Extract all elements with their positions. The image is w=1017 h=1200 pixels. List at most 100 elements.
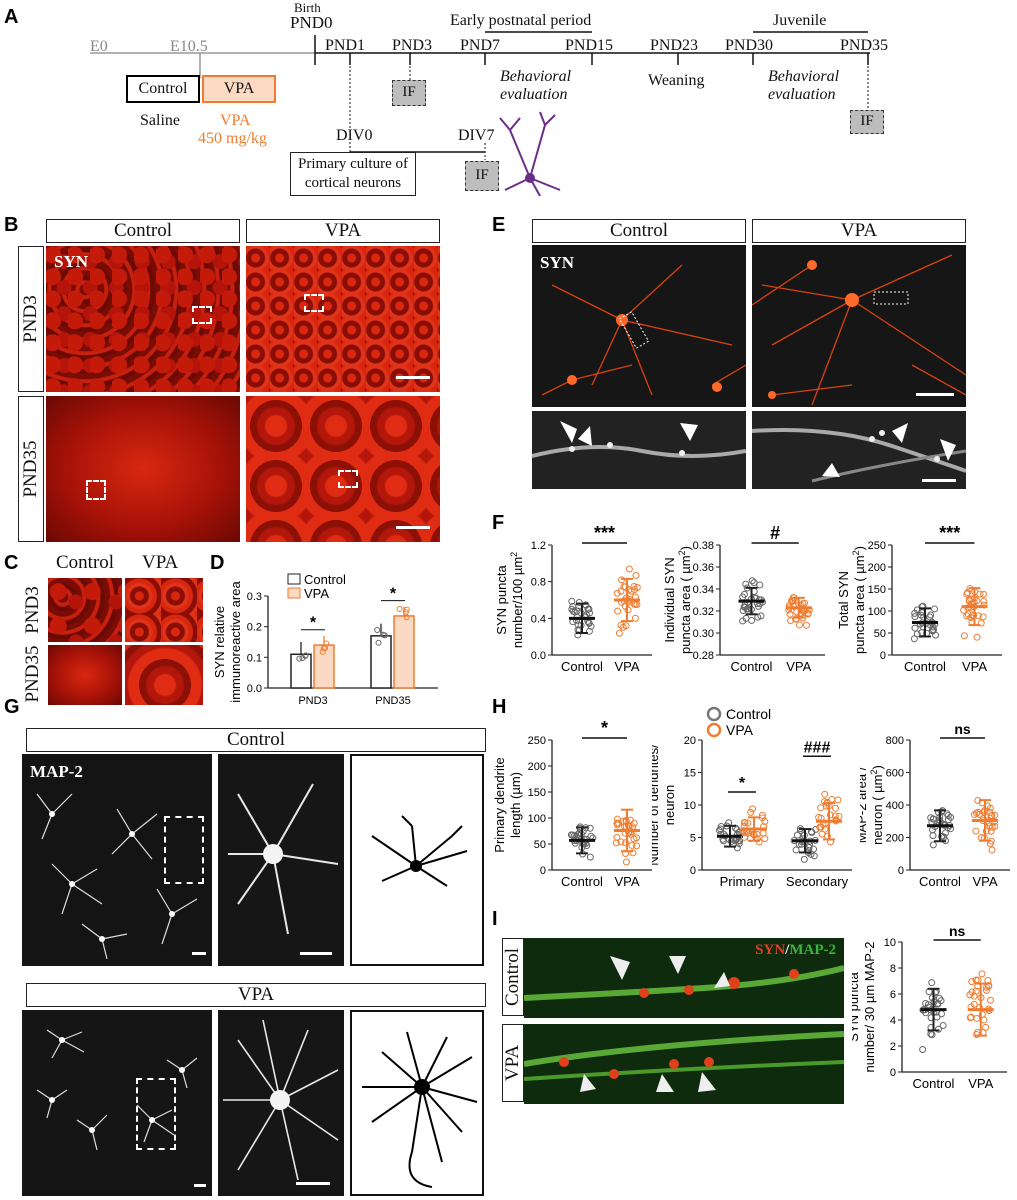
data-point	[979, 613, 987, 621]
i-image-control: SYN/MAP-2	[524, 938, 844, 1018]
data-point	[792, 846, 800, 854]
scale-bar	[192, 952, 206, 955]
data-point	[717, 825, 725, 833]
chart-f3: Total SYNpuncta area ( µm2) 0 50 100 150 200 2…	[838, 523, 1002, 674]
div7-label: DIV7	[458, 127, 495, 144]
b-image-vpa-pnd35	[246, 396, 440, 542]
panel-label-c: C	[4, 552, 19, 574]
data-point	[624, 606, 632, 614]
data-point	[795, 621, 803, 629]
data-point	[973, 1014, 981, 1022]
y-tick-label: 5	[690, 833, 696, 845]
c-image-vpa-pnd35	[125, 645, 203, 705]
b-row-pnd35: PND35	[18, 396, 44, 542]
if-box-div7: IF	[465, 161, 499, 191]
data-point	[934, 1025, 942, 1033]
g-control-neurons	[36, 793, 198, 960]
data-point	[733, 844, 741, 852]
data-point	[828, 795, 836, 803]
data-point	[614, 607, 622, 615]
b-image-control-pnd35	[46, 396, 240, 542]
data-point	[719, 837, 727, 845]
y-tick-label: 10	[684, 800, 696, 812]
data-point	[630, 819, 638, 827]
y-axis-label: Individual SYNpuncta area ( µm2)	[662, 546, 693, 654]
data-point	[984, 976, 992, 984]
control-group-box: Control	[126, 75, 200, 103]
data-point	[739, 617, 747, 625]
y-axis-label: MAP-2 area /neuron ( µm2)	[860, 765, 885, 845]
data-point	[978, 970, 986, 978]
data-point	[632, 571, 640, 579]
data-point	[748, 577, 756, 585]
data-point	[929, 627, 937, 635]
culture-line-1: Primary culture of	[298, 156, 408, 172]
inset-box	[304, 294, 324, 312]
c-header-control: Control	[56, 552, 115, 573]
data-point	[796, 826, 804, 834]
data-point	[617, 587, 625, 595]
panel-label-i: I	[492, 908, 498, 930]
g-vpa-neurons	[36, 1029, 198, 1151]
inset-box	[192, 306, 212, 324]
y-tick-label: 0	[898, 865, 904, 877]
data-point	[810, 845, 818, 853]
data-point	[808, 829, 816, 837]
data-point	[931, 605, 939, 613]
data-point	[786, 610, 794, 618]
significance-label: ###	[804, 739, 831, 756]
data-point	[929, 623, 937, 631]
y-tick-label: 4	[890, 1015, 896, 1027]
g-header-vpa: VPA	[26, 983, 486, 1007]
y-tick-label: 400	[886, 800, 904, 812]
significance-label: *	[739, 775, 746, 792]
x-tick-label: VPA	[786, 659, 811, 674]
data-point	[381, 632, 388, 639]
behavioral-label-1: Behavioral	[500, 68, 572, 85]
y-axis-label: Number of dendrites/neuron	[652, 744, 677, 866]
primary-culture-box: Primary culture of cortical neurons	[290, 152, 416, 196]
y-tick-label: 0	[540, 865, 546, 877]
saline-label: Saline	[140, 112, 180, 129]
c-image-control-pnd35	[48, 645, 122, 705]
e0-label: E0	[90, 38, 108, 55]
y-tick-label: 0	[880, 650, 886, 662]
significance-label: *	[390, 586, 397, 603]
data-point	[987, 996, 995, 1004]
y-tick-label: 0.0	[247, 683, 262, 695]
inset-box	[86, 480, 106, 500]
y-tick-label: 0	[690, 865, 696, 877]
data-point	[968, 978, 976, 986]
y-axis-label: Primary dendritelength (µm)	[492, 757, 523, 852]
pnd3-label: PND3	[392, 37, 433, 54]
legend-swatch-vpa	[287, 587, 301, 599]
x-tick-label: Primary	[720, 874, 765, 889]
data-point	[964, 589, 972, 597]
inset-box	[136, 1078, 176, 1150]
data-point	[628, 841, 636, 849]
y-tick-label: 8	[890, 963, 896, 975]
y-tick-label: 0.32	[693, 606, 714, 618]
syn-stain-label: SYN	[540, 253, 575, 272]
pnd15-label: PND15	[565, 37, 614, 54]
g-header-control: Control	[26, 728, 486, 752]
data-point	[759, 829, 767, 837]
significance-label: #	[770, 523, 780, 543]
data-point	[302, 652, 309, 659]
data-point	[754, 613, 762, 621]
data-point	[756, 581, 764, 589]
data-point	[587, 622, 595, 630]
y-tick-label: 0.30	[693, 628, 714, 640]
vpa-group-box: VPA	[202, 75, 276, 103]
data-point	[757, 612, 765, 620]
data-point	[928, 1031, 936, 1039]
chart-h2: Number of dendrites/neuron 0 5 10 15 20 Primar…	[652, 706, 852, 889]
data-point	[929, 832, 937, 840]
data-point	[973, 633, 981, 641]
data-point	[622, 839, 630, 847]
data-point	[927, 611, 935, 619]
if-box-pnd35: IF	[850, 110, 884, 134]
data-point	[568, 597, 576, 605]
data-point	[622, 622, 630, 630]
data-point	[976, 590, 984, 598]
